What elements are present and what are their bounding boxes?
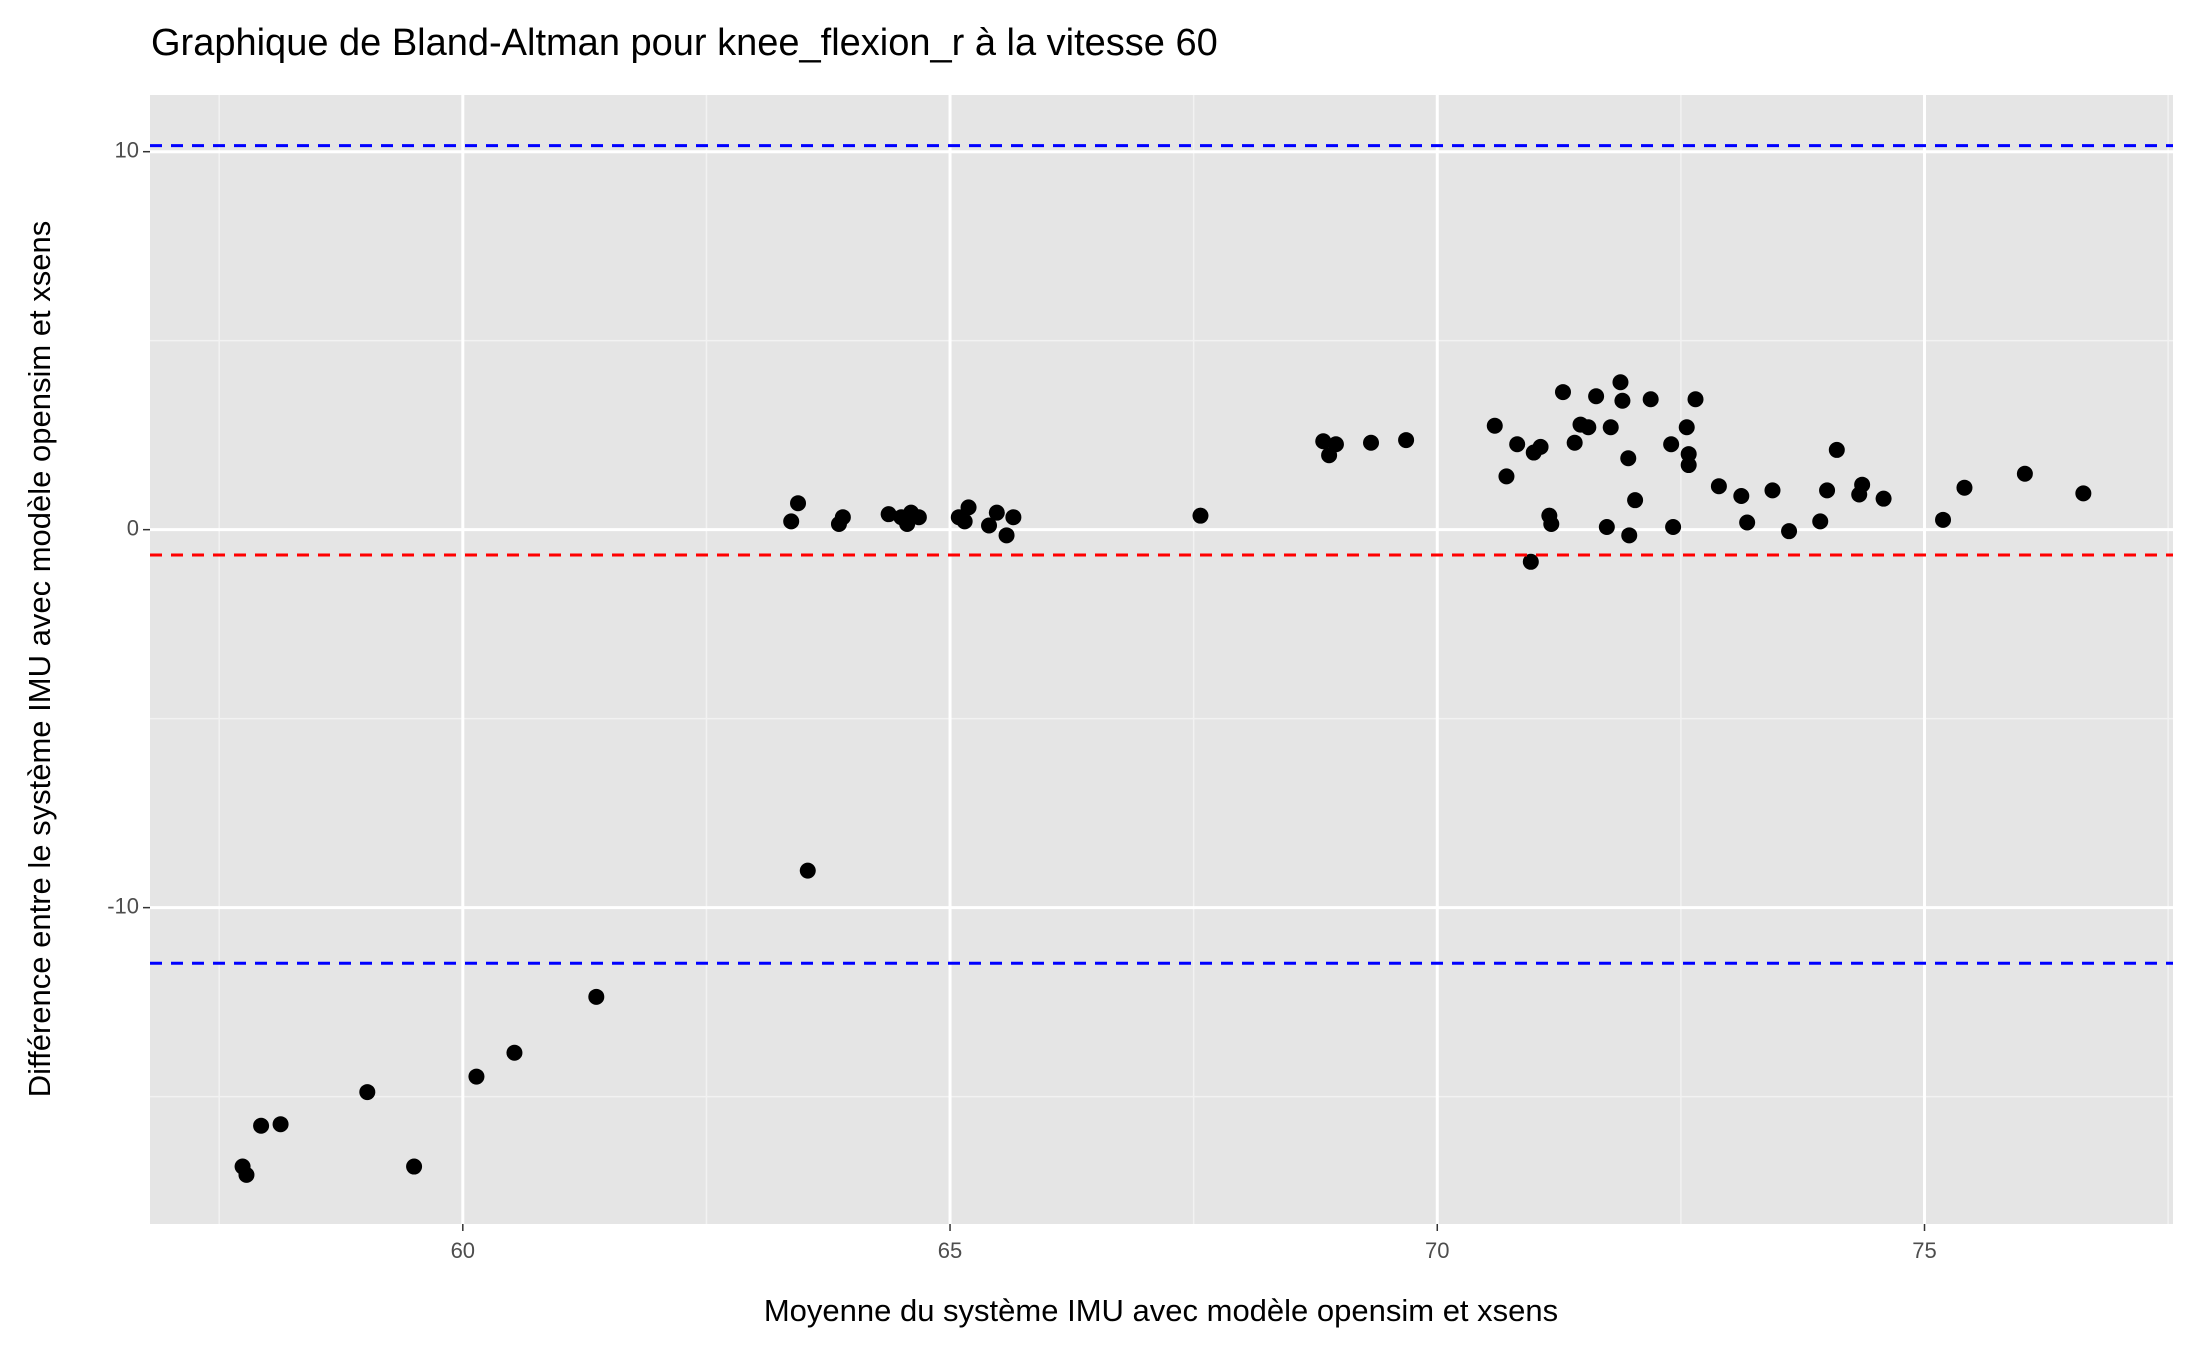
y-tick-label: 0 xyxy=(127,515,139,540)
point xyxy=(880,506,897,523)
point xyxy=(1602,419,1619,436)
point xyxy=(1710,478,1727,495)
point xyxy=(1828,441,1845,458)
point xyxy=(1663,436,1680,453)
point xyxy=(1680,446,1697,463)
point xyxy=(2016,465,2033,482)
x-tick-label: 60 xyxy=(451,1238,475,1263)
point xyxy=(783,513,800,530)
point xyxy=(1588,388,1605,405)
chart-title: Graphique de Bland-Altman pour knee_flex… xyxy=(151,22,1218,64)
point xyxy=(1580,419,1597,436)
point xyxy=(1614,392,1631,409)
point xyxy=(1612,374,1629,391)
point xyxy=(1739,514,1756,531)
point xyxy=(2075,485,2092,502)
plot-panel xyxy=(150,95,2173,1224)
x-axis-title: Moyenne du système IMU avec modèle opens… xyxy=(764,1293,1558,1328)
y-axis-title: Différence entre le système IMU avec mod… xyxy=(22,221,57,1097)
point xyxy=(1522,553,1539,570)
x-tick-label: 75 xyxy=(1912,1238,1936,1263)
point xyxy=(1509,436,1526,453)
point xyxy=(1005,509,1022,526)
point xyxy=(1554,384,1571,401)
point xyxy=(1398,432,1415,449)
point xyxy=(1498,468,1515,485)
point xyxy=(1566,434,1583,451)
point xyxy=(1764,482,1781,499)
point xyxy=(1956,479,1973,496)
point xyxy=(272,1116,289,1133)
point xyxy=(799,862,816,879)
point xyxy=(834,509,851,526)
point xyxy=(1192,507,1209,524)
point xyxy=(998,527,1015,544)
point xyxy=(1812,513,1829,530)
point xyxy=(1687,391,1704,408)
point xyxy=(790,495,807,512)
point xyxy=(1620,450,1637,467)
point xyxy=(1680,457,1697,474)
y-tick-label: -10 xyxy=(107,893,139,918)
point xyxy=(1363,434,1380,451)
point xyxy=(406,1158,423,1175)
point xyxy=(1598,519,1615,536)
point xyxy=(1627,492,1644,509)
point xyxy=(1532,438,1549,455)
point xyxy=(253,1117,270,1134)
point xyxy=(988,504,1005,521)
point xyxy=(1642,391,1659,408)
point xyxy=(359,1084,376,1101)
point xyxy=(1315,433,1332,450)
point xyxy=(1875,490,1892,507)
point xyxy=(1819,482,1836,499)
point xyxy=(981,517,998,534)
point xyxy=(506,1044,523,1061)
point xyxy=(956,513,973,530)
point xyxy=(1733,488,1750,505)
point xyxy=(1665,519,1682,536)
point xyxy=(1854,476,1871,493)
point xyxy=(910,509,927,526)
point xyxy=(1543,515,1560,532)
x-tick-label: 65 xyxy=(938,1238,962,1263)
point xyxy=(238,1166,255,1183)
point xyxy=(1781,523,1798,540)
point xyxy=(1327,436,1344,453)
point xyxy=(1935,511,1952,528)
point xyxy=(1678,419,1695,436)
x-tick-label: 70 xyxy=(1425,1238,1449,1263)
point xyxy=(1621,527,1638,544)
point xyxy=(960,499,977,516)
point xyxy=(1486,417,1503,434)
point xyxy=(588,988,605,1005)
point xyxy=(468,1068,485,1085)
y-tick-label: 10 xyxy=(115,138,139,163)
